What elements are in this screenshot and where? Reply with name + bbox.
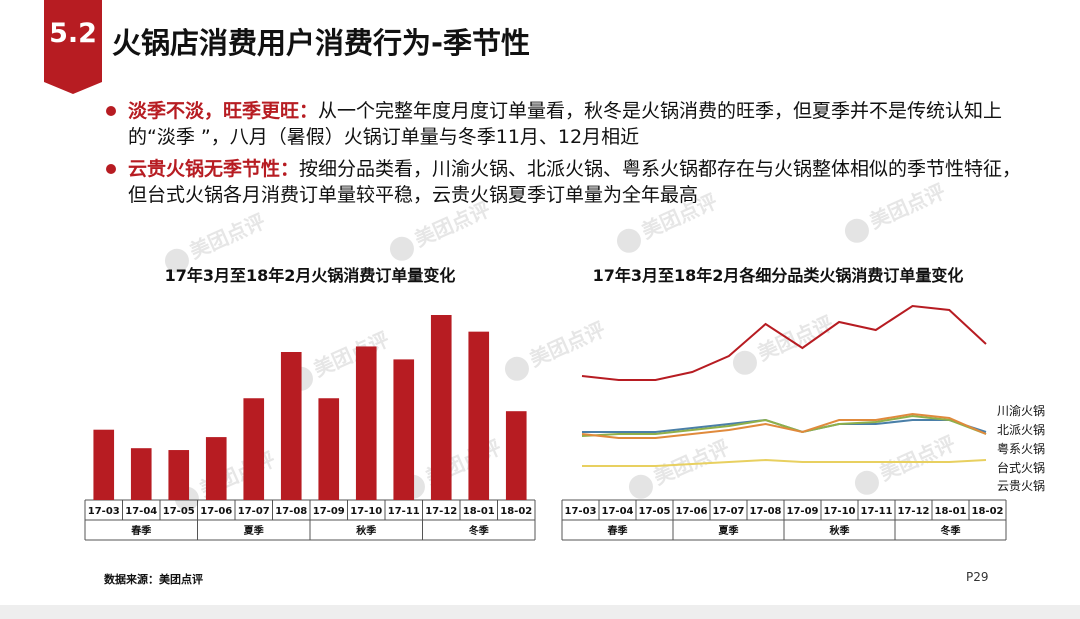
bar xyxy=(393,359,415,500)
season-label: 冬季 xyxy=(469,524,490,537)
season-label: 春季 xyxy=(608,524,629,537)
x-tick-label: 17-09 xyxy=(787,506,819,517)
x-tick-label: 17-03 xyxy=(88,506,120,517)
series-line xyxy=(581,304,987,381)
bullet-text: 从一个完整年度月度订单量看，秋冬是火锅消费的旺季，但夏季并不是传统认知上的“淡季… xyxy=(128,100,1003,148)
x-tick-label: 17-10 xyxy=(350,506,382,517)
bar xyxy=(205,437,227,500)
bar xyxy=(93,429,115,500)
legend-item-yungui: 云贵火锅 xyxy=(997,479,1046,493)
x-tick-label: 17-05 xyxy=(639,506,671,517)
bullet-item: 云贵火锅无季节性：按细分品类看，川渝火锅、北派火锅、粤系火锅都存在与火锅整体相似… xyxy=(104,156,1024,208)
bullet-highlight: 淡季不淡，旺季更旺： xyxy=(128,100,319,122)
x-tick-label: 17-03 xyxy=(565,506,597,517)
x-tick-label: 17-12 xyxy=(898,506,930,517)
x-tick-label: 18-02 xyxy=(972,506,1004,517)
bar xyxy=(355,346,377,500)
series-line xyxy=(581,414,987,437)
x-tick-label: 18-01 xyxy=(935,506,967,517)
legend-item-beipai: 北派火锅 xyxy=(997,423,1046,437)
section-badge-tail xyxy=(44,82,102,94)
legend-item-yuexi: 粤系火锅 xyxy=(997,442,1046,456)
season-label: 冬季 xyxy=(941,524,962,537)
x-tick-label: 17-09 xyxy=(313,506,345,517)
section-number: 5.2 xyxy=(49,18,97,49)
bar xyxy=(430,315,452,500)
x-tick-label: 17-05 xyxy=(163,506,195,517)
x-tick-label: 17-11 xyxy=(388,506,420,517)
season-label: 春季 xyxy=(131,524,152,537)
bar xyxy=(280,352,302,500)
bullet-text: 按细分品类看，川渝火锅、北派火锅、粤系火锅都存在与火锅整体相似的季节性特征，但台… xyxy=(128,158,1022,206)
x-tick-label: 18-01 xyxy=(463,506,495,517)
x-tick-label: 17-04 xyxy=(602,506,634,517)
page-number: P29 xyxy=(966,570,989,584)
x-tick-label: 17-06 xyxy=(200,506,232,517)
legend-item-chuanyu: 川渝火锅 xyxy=(997,404,1046,418)
x-tick-label: 17-06 xyxy=(676,506,708,517)
bar xyxy=(318,398,340,500)
bar xyxy=(505,411,527,500)
x-tick-label: 17-10 xyxy=(824,506,856,517)
x-tick-label: 17-04 xyxy=(125,506,157,517)
bar xyxy=(468,331,490,500)
x-tick-label: 17-07 xyxy=(713,506,745,517)
x-tick-label: 17-08 xyxy=(750,506,782,517)
page-title: 火锅店消费用户消费行为-季节性 xyxy=(112,26,531,60)
x-tick-label: 17-07 xyxy=(238,506,270,517)
bottom-bar xyxy=(0,605,1080,619)
x-tick-label: 17-11 xyxy=(861,506,893,517)
bullet-dot-icon xyxy=(106,106,116,116)
data-source: 数据来源：美团点评 xyxy=(104,573,203,586)
bar xyxy=(168,450,190,500)
bullet-list: 淡季不淡，旺季更旺：从一个完整年度月度订单量看，秋冬是火锅消费的旺季，但夏季并不… xyxy=(104,98,1024,214)
x-tick-label: 17-08 xyxy=(275,506,307,517)
season-label: 夏季 xyxy=(718,524,740,537)
bullet-highlight: 云贵火锅无季节性： xyxy=(128,158,300,180)
section-badge xyxy=(44,0,102,82)
series-line xyxy=(581,412,987,439)
bar xyxy=(130,448,152,500)
line-chart-title: 17年3月至18年2月各细分品类火锅消费订单量变化 xyxy=(592,266,964,285)
bar-chart-title: 17年3月至18年2月火锅消费订单量变化 xyxy=(164,266,456,285)
bullet-dot-icon xyxy=(106,164,116,174)
season-label: 秋季 xyxy=(830,524,851,537)
legend-item-taishi: 台式火锅 xyxy=(997,461,1046,475)
x-tick-label: 18-02 xyxy=(500,506,532,517)
bar xyxy=(243,398,265,500)
season-label: 夏季 xyxy=(243,524,265,537)
x-tick-label: 17-12 xyxy=(425,506,457,517)
series-line xyxy=(582,458,987,467)
bullet-item: 淡季不淡，旺季更旺：从一个完整年度月度订单量看，秋冬是火锅消费的旺季，但夏季并不… xyxy=(104,98,1024,150)
season-label: 秋季 xyxy=(356,524,377,537)
